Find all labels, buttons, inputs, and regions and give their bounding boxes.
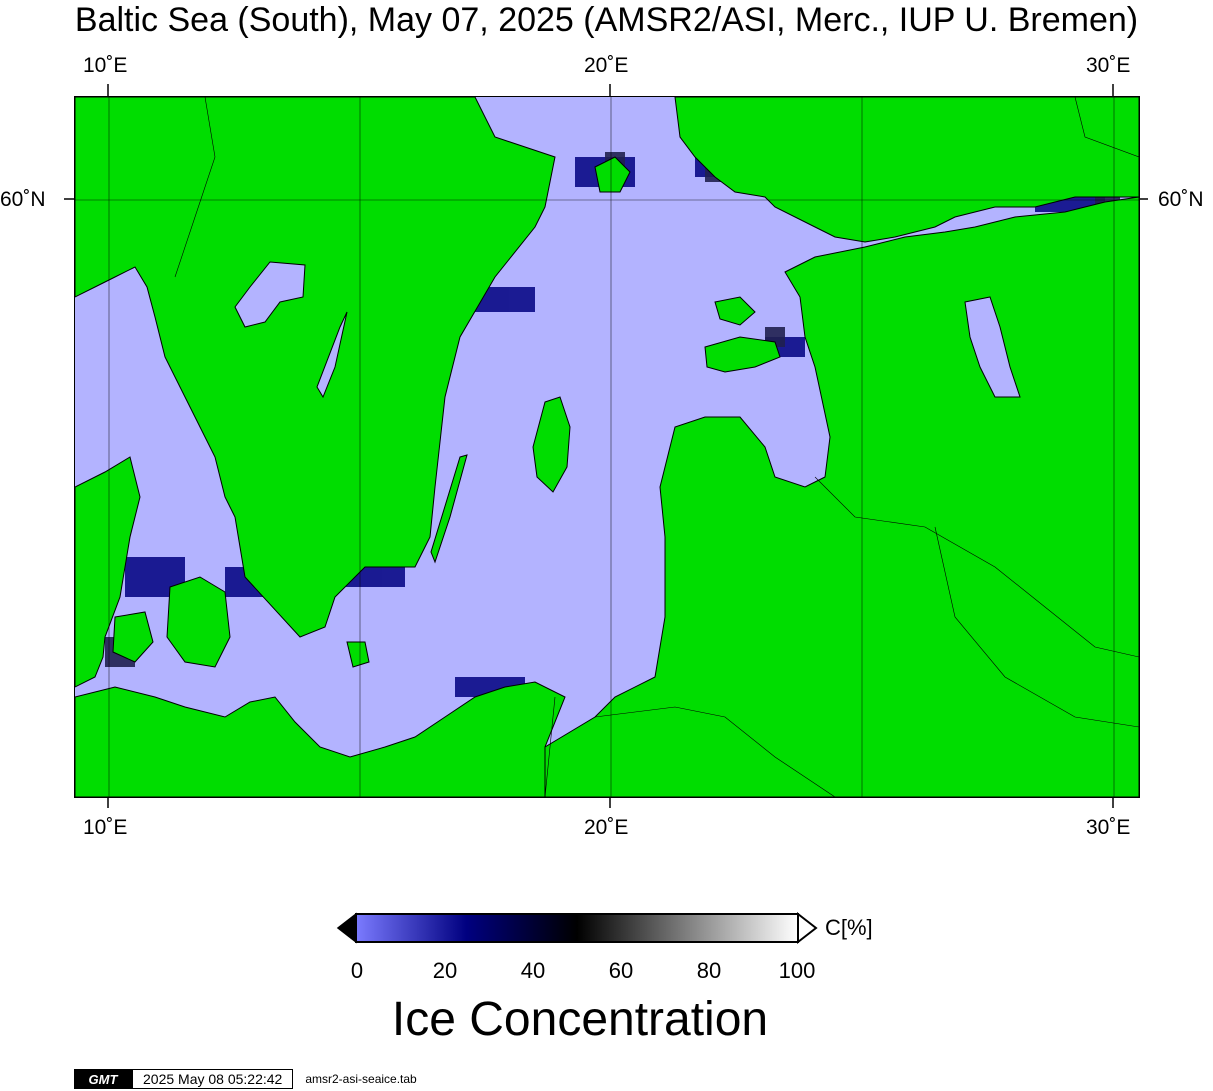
map-area — [74, 96, 1140, 798]
left-lat-label-60n: 60˚N — [0, 188, 46, 211]
filename-text: amsr2-asi-seaice.tab — [305, 1072, 417, 1086]
timestamp-text: 2025 May 08 05:22:42 — [132, 1069, 294, 1089]
lake-vattern — [316, 311, 348, 399]
bottom-lon-label-10e: 10˚E — [83, 816, 128, 839]
gotland-land — [532, 396, 571, 493]
colorbar-unit: C[%] — [825, 915, 873, 940]
colorbar-low-arrow — [336, 912, 357, 944]
aland-land — [594, 156, 631, 193]
scandinavia-land — [75, 97, 556, 638]
bottom-lon-label-20e: 20˚E — [584, 816, 629, 839]
funen-land — [112, 611, 154, 663]
top-lon-label-20e: 20˚E — [584, 54, 629, 77]
jutland-land — [75, 456, 141, 688]
top-lon-label-30e: 30˚E — [1086, 54, 1131, 77]
oland-land — [430, 454, 468, 564]
bornholm-land — [346, 641, 370, 668]
colorbar-label: Ice Concentration — [391, 993, 769, 1046]
colorbar-tick-40: 40 — [520, 958, 546, 983]
colorbar-high-arrow — [797, 911, 818, 945]
lake-peipus — [964, 296, 1021, 398]
colorbar-tick-80: 80 — [696, 958, 722, 983]
country-borders — [174, 97, 1139, 797]
gmt-logo: GMT — [74, 1069, 132, 1089]
colorbar-tick-0: 0 — [350, 958, 364, 983]
colorbar-gradient — [355, 913, 799, 943]
colorbar-tick-100: 100 — [778, 958, 816, 983]
colorbar-tick-60: 60 — [608, 958, 634, 983]
bottom-lon-label-30e: 30˚E — [1086, 816, 1131, 839]
colorbar — [336, 908, 822, 952]
lake-vanern — [234, 261, 306, 328]
finland-land — [674, 97, 1139, 243]
hiiumaa-land — [714, 296, 756, 326]
zealand-land — [166, 576, 231, 668]
map-title: Baltic Sea (South), May 07, 2025 (AMSR2/… — [74, 1, 1139, 39]
right-lat-label-60n: 60˚N — [1158, 188, 1204, 211]
saaremaa-land — [704, 336, 781, 373]
gmt-timestamp: GMT 2025 May 08 05:22:42 amsr2-asi-seaic… — [74, 1068, 417, 1090]
top-lon-label-10e: 10˚E — [83, 54, 128, 77]
frame-ticks — [64, 84, 1148, 808]
colorbar-tick-20: 20 — [432, 958, 458, 983]
graticule — [75, 97, 1139, 797]
